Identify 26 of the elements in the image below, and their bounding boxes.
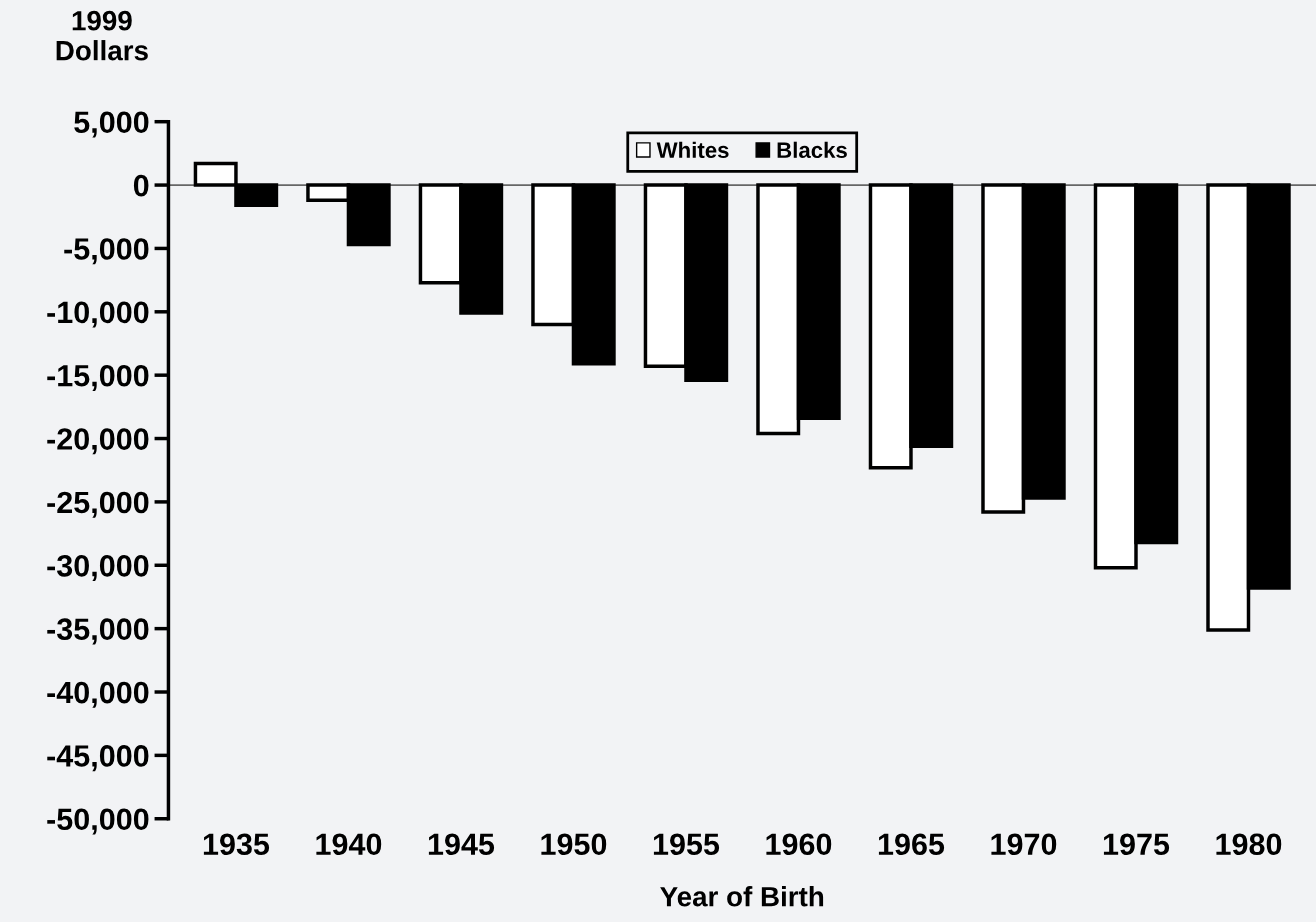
x-tick-label: 1970 bbox=[991, 833, 1057, 856]
x-tick-label: 1940 bbox=[316, 833, 382, 856]
y-tick-label: -30,000 bbox=[47, 555, 149, 582]
x-tick-label: 1965 bbox=[878, 833, 945, 856]
y-tick-label: -45,000 bbox=[47, 745, 149, 772]
y-tick-label: 0 bbox=[133, 174, 149, 197]
x-tick-label: 1980 bbox=[1216, 833, 1282, 856]
legend-label: Whites bbox=[656, 141, 729, 159]
x-tick-label: 1975 bbox=[1103, 833, 1170, 856]
y-tick-label: -15,000 bbox=[47, 364, 149, 391]
x-tick-label: 1955 bbox=[653, 833, 720, 856]
x-tick-label: 1945 bbox=[428, 833, 495, 856]
y-tick-label: -25,000 bbox=[47, 491, 149, 518]
y-tick-label: -50,000 bbox=[47, 808, 149, 835]
y-tick-label: 5,000 bbox=[74, 111, 149, 138]
x-tick-label: 1935 bbox=[203, 833, 270, 856]
legend-label: Blacks bbox=[777, 141, 847, 159]
y-tick-label: -35,000 bbox=[47, 618, 149, 645]
x-tick-label: 1960 bbox=[766, 833, 832, 856]
y-tick-label: -10,000 bbox=[47, 301, 149, 328]
y-tick-label: -5,000 bbox=[64, 238, 149, 265]
y-tick-label: -40,000 bbox=[47, 681, 149, 708]
y-tick-label: -20,000 bbox=[47, 428, 149, 455]
x-axis-title: Year of Birth bbox=[660, 886, 824, 907]
x-tick-label: 1950 bbox=[541, 833, 607, 856]
y-axis-title: 1999 Dollars bbox=[56, 10, 148, 61]
